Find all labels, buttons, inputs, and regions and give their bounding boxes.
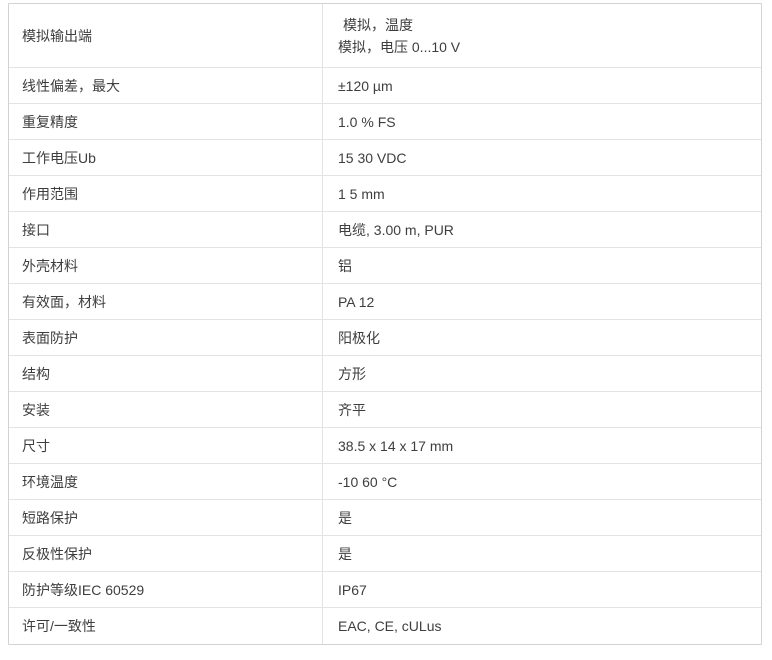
- spec-value: 阳极化: [323, 320, 761, 355]
- table-row: 安装 齐平: [9, 392, 761, 428]
- spec-label: 结构: [9, 356, 323, 391]
- spec-value: 模拟，温度模拟，电压 0...10 V: [323, 4, 761, 67]
- spec-value: -10 60 °C: [323, 464, 761, 499]
- table-row: 防护等级IEC 60529 IP67: [9, 572, 761, 608]
- spec-label: 许可/一致性: [9, 608, 323, 644]
- spec-value-line: -10 60 °C: [338, 473, 398, 490]
- spec-value-line: 是: [338, 545, 352, 562]
- spec-value: 1.0 % FS: [323, 104, 761, 139]
- spec-value-line: 1 5 mm: [338, 185, 385, 202]
- spec-value: 电缆, 3.00 m, PUR: [323, 212, 761, 247]
- spec-label: 作用范围: [9, 176, 323, 211]
- table-row: 模拟输出端 模拟，温度 模拟，电压 0...10 V: [9, 4, 761, 68]
- spec-value-line: 15 30 VDC: [338, 149, 407, 166]
- spec-value-line: 模拟，电压 0...10 V: [338, 38, 461, 55]
- spec-label: 模拟输出端: [9, 4, 323, 67]
- spec-value-line: 铝: [338, 257, 352, 274]
- spec-label: 表面防护: [9, 320, 323, 355]
- spec-value: 是: [323, 500, 761, 535]
- spec-value: IP67: [323, 572, 761, 607]
- table-row: 工作电压Ub 15 30 VDC: [9, 140, 761, 176]
- spec-value: PA 12: [323, 284, 761, 319]
- table-row: 环境温度 -10 60 °C: [9, 464, 761, 500]
- spec-label: 有效面，材料: [9, 284, 323, 319]
- table-row: 反极性保护是: [9, 536, 761, 572]
- spec-value-line: 是: [338, 509, 352, 526]
- spec-value-line: 电缆, 3.00 m, PUR: [338, 221, 454, 238]
- spec-value-line: PA 12: [338, 293, 375, 310]
- table-row: 外壳材料铝: [9, 248, 761, 284]
- spec-label: 防护等级IEC 60529: [9, 572, 323, 607]
- spec-value-line: 1.0 % FS: [338, 113, 396, 130]
- spec-value: 铝: [323, 248, 761, 283]
- spec-value-line: ±120 µm: [338, 77, 393, 94]
- spec-label: 尺寸: [9, 428, 323, 463]
- spec-label: 接口: [9, 212, 323, 247]
- table-row: 表面防护 阳极化: [9, 320, 761, 356]
- table-row: 许可/一致性 EAC, CE, cULus: [9, 608, 761, 644]
- table-row: 作用范围 1 5 mm: [9, 176, 761, 212]
- table-row: 结构 方形: [9, 356, 761, 392]
- table-row: 接口 电缆, 3.00 m, PUR: [9, 212, 761, 248]
- spec-value-line: 38.5 x 14 x 17 mm: [338, 437, 454, 454]
- spec-value: EAC, CE, cULus: [323, 608, 761, 644]
- spec-label: 工作电压Ub: [9, 140, 323, 175]
- spec-value: 38.5 x 14 x 17 mm: [323, 428, 761, 463]
- spec-label: 外壳材料: [9, 248, 323, 283]
- table-row: 重复精度 1.0 % FS: [9, 104, 761, 140]
- spec-value-line: IP67: [338, 581, 367, 598]
- table-row: 尺寸 38.5 x 14 x 17 mm: [9, 428, 761, 464]
- spec-label: 线性偏差，最大: [9, 68, 323, 103]
- spec-label: 重复精度: [9, 104, 323, 139]
- spec-value: ±120 µm: [323, 68, 761, 103]
- spec-value-line: 阳极化: [338, 329, 380, 346]
- spec-label: 短路保护: [9, 500, 323, 535]
- specification-table: 模拟输出端 模拟，温度 模拟，电压 0...10 V 线性偏差，最大 ±120 µm 重复…: [8, 3, 762, 645]
- spec-label: 环境温度: [9, 464, 323, 499]
- spec-label: 反极性保护: [9, 536, 323, 571]
- table-row: 有效面，材料 PA 12: [9, 284, 761, 320]
- spec-value-line: 齐平: [338, 401, 366, 418]
- table-row: 线性偏差，最大 ±120 µm: [9, 68, 761, 104]
- spec-value: 1 5 mm: [323, 176, 761, 211]
- spec-value: 是: [323, 536, 761, 571]
- spec-label: 安装: [9, 392, 323, 427]
- spec-value-line: EAC, CE, cULus: [338, 618, 442, 634]
- table-row: 短路保护是: [9, 500, 761, 536]
- spec-value: 齐平: [323, 392, 761, 427]
- spec-value-line: 模拟，温度: [343, 16, 413, 33]
- spec-value: 方形: [323, 356, 761, 391]
- spec-value: 15 30 VDC: [323, 140, 761, 175]
- spec-value-line: 方形: [338, 365, 366, 382]
